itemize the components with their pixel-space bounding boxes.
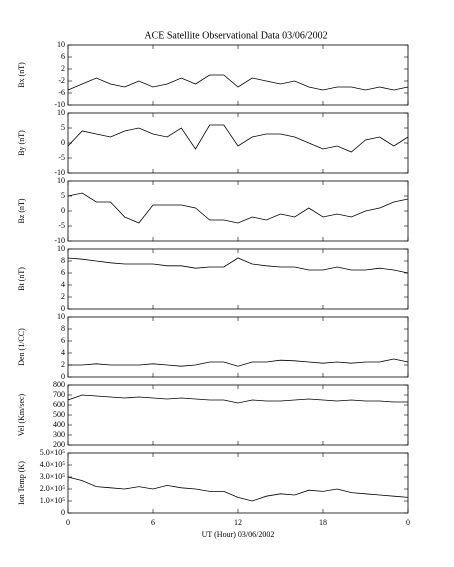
- y-tick-label: 400: [53, 420, 65, 429]
- data-line: [67, 476, 409, 502]
- y-tick-label: -5: [58, 153, 65, 162]
- y-tick-label: 5: [61, 123, 65, 132]
- y-tick-label: 6: [61, 336, 65, 345]
- y-tick-label: 2.0×10⁵: [40, 484, 66, 493]
- y-tick-label: -10: [54, 236, 65, 245]
- data-line: [67, 74, 409, 91]
- y-tick-label: 10: [57, 176, 65, 185]
- y-tick-label: 8: [61, 324, 65, 333]
- y-tick-label: 0: [61, 304, 65, 313]
- panel-frame: [67, 316, 409, 378]
- y-axis-label: By (nT): [17, 130, 26, 156]
- y-tick-label: 2: [61, 64, 65, 73]
- y-tick-label: 4: [61, 280, 65, 289]
- y-tick-label: 10: [57, 108, 65, 117]
- data-line: [67, 394, 408, 404]
- y-tick-label: -10: [54, 168, 65, 177]
- y-tick-label: 5: [61, 191, 65, 200]
- y-tick-label: 2: [61, 292, 65, 301]
- y-tick-label: 0: [61, 372, 65, 381]
- y-tick-label: -5: [58, 221, 65, 230]
- x-tick-label: 12: [234, 518, 242, 527]
- y-tick-label: 6: [61, 268, 65, 277]
- panel-frame: [67, 384, 409, 446]
- y-tick-label: 0: [61, 206, 65, 215]
- y-axis-label: Ion Temp (K): [17, 461, 26, 505]
- data-line: [68, 358, 409, 367]
- y-tick-label: 2: [61, 360, 65, 369]
- y-tick-label: 0: [61, 508, 65, 517]
- y-tick-label: 0: [61, 138, 65, 147]
- y-tick-label: -10: [54, 100, 65, 109]
- y-tick-label: 10: [57, 40, 65, 49]
- y-tick-label: 1.0×10⁵: [40, 496, 66, 505]
- y-tick-label: 8: [61, 256, 65, 265]
- y-tick-label: 700: [53, 390, 65, 399]
- y-tick-label: 500: [53, 410, 65, 419]
- panel-frame: [67, 44, 409, 106]
- x-tick-label: 0: [66, 518, 70, 527]
- y-tick-label: 4: [61, 348, 65, 357]
- y-tick-label: 10: [57, 244, 65, 253]
- y-axis-label: Den (1/CC): [17, 328, 26, 366]
- y-tick-label: 10: [57, 312, 65, 321]
- x-tick-label: 18: [319, 518, 327, 527]
- y-axis-label: Bx (nT): [17, 62, 26, 88]
- data-line: [67, 192, 409, 224]
- y-axis-label: Bz (nT): [17, 198, 26, 223]
- x-tick-label: 0: [406, 518, 410, 527]
- y-tick-label: -6: [58, 88, 65, 97]
- y-tick-label: -2: [58, 76, 65, 85]
- y-tick-label: 600: [53, 400, 65, 409]
- chart-title: ACE Satellite Observational Data 03/06/2…: [144, 30, 327, 41]
- data-line: [67, 124, 409, 153]
- y-tick-label: 5.0×10⁵: [40, 448, 66, 457]
- y-tick-label: 200: [53, 440, 65, 449]
- y-tick-label: 300: [53, 430, 65, 439]
- y-tick-label: 6: [61, 52, 65, 61]
- y-tick-label: 4.0×10⁵: [40, 460, 66, 469]
- panel-frame: [67, 112, 409, 174]
- y-tick-label: 3.0×10⁵: [40, 472, 66, 481]
- y-axis-label: Vel (Km/sec): [17, 393, 26, 436]
- data-line: [67, 257, 409, 274]
- x-tick-label: 6: [151, 518, 155, 527]
- x-axis-label: UT (Hour) 03/06/2002: [202, 530, 275, 539]
- panel-frame: [67, 452, 409, 514]
- y-tick-label: 800: [53, 380, 65, 389]
- y-axis-label: Bt (nT): [17, 267, 26, 291]
